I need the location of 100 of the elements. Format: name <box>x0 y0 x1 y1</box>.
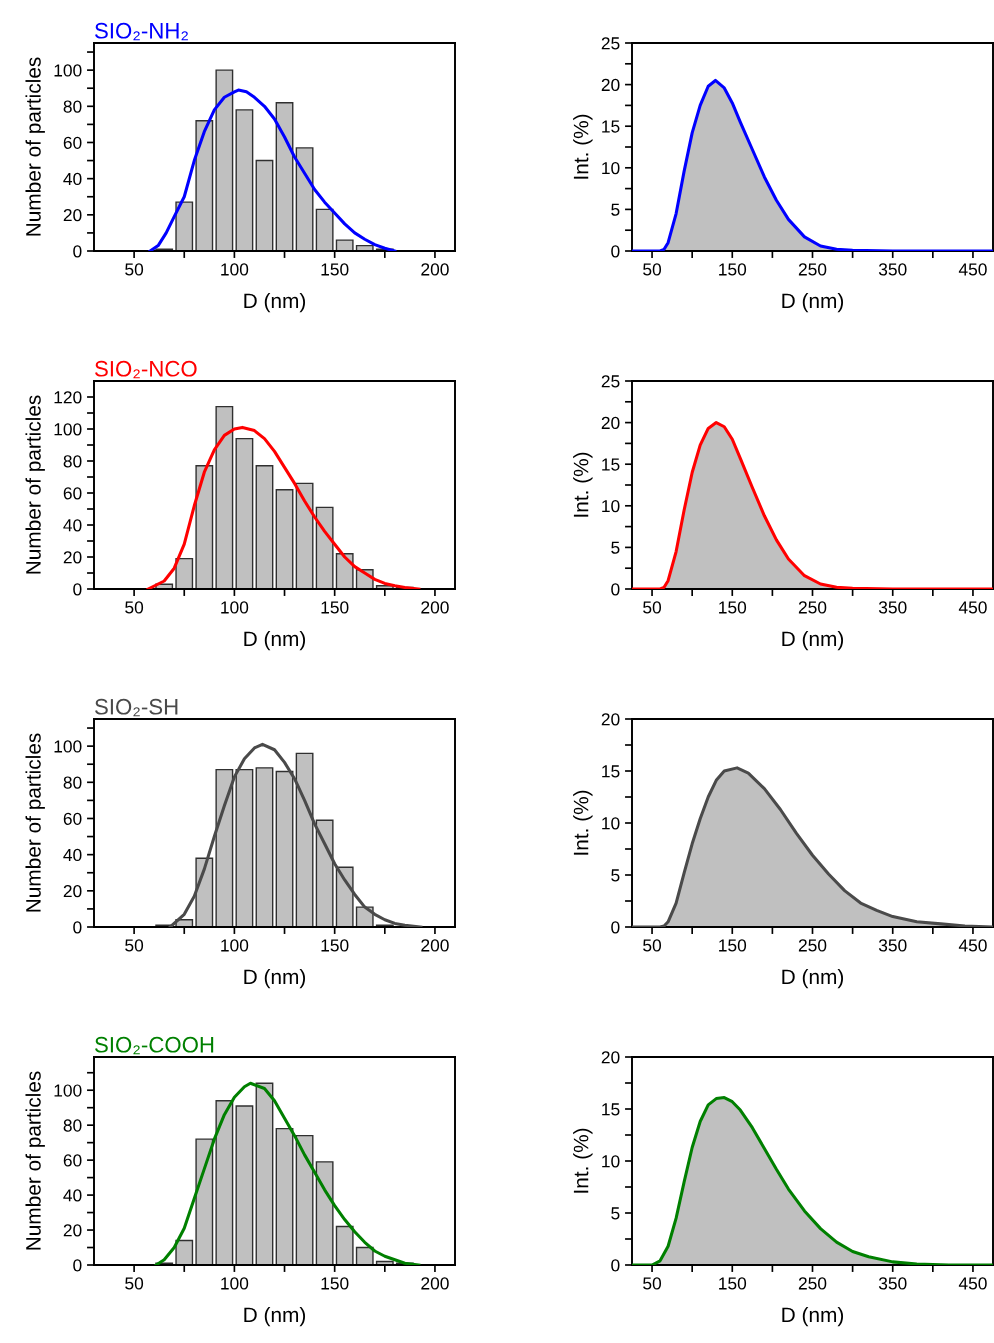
y-tick-label: 20 <box>63 208 82 222</box>
x-tick-label: 100 <box>221 601 249 614</box>
y-tick-label: 40 <box>63 172 82 186</box>
y-tick-label: 5 <box>611 541 620 554</box>
x-axis-title: D (nm) <box>244 630 306 651</box>
x-tick-label: 200 <box>421 1277 449 1290</box>
x-tick-label: 50 <box>125 1277 144 1290</box>
y-tick-label: 100 <box>54 740 82 753</box>
x-tick-label: 150 <box>719 263 747 276</box>
x-tick-label: 50 <box>643 601 662 614</box>
y-tick-label: 40 <box>63 1189 82 1202</box>
y-tick-label: 80 <box>63 776 82 789</box>
x-tick-label: 200 <box>421 601 449 614</box>
y-tick-label: 100 <box>54 423 82 436</box>
y-tick-label: 80 <box>63 455 82 468</box>
y-axis-title: Int. (%) <box>573 790 593 855</box>
x-tick-label: 350 <box>878 263 907 276</box>
x-tick-label: 50 <box>125 601 144 614</box>
y-axis-title: Int. (%) <box>573 114 593 179</box>
y-tick-label: 20 <box>601 1051 620 1064</box>
y-tick-label: 0 <box>73 921 82 934</box>
y-axis-title: Int. (%) <box>573 1128 593 1193</box>
x-tick-label: 450 <box>958 601 987 614</box>
y-tick-label: 20 <box>63 884 82 898</box>
y-axis-title: Number of particles <box>25 1071 45 1250</box>
y-tick-label: 10 <box>602 161 620 175</box>
x-tick-label: 350 <box>878 939 907 952</box>
x-tick-label: 250 <box>798 1277 827 1290</box>
y-tick-label: 120 <box>54 391 82 404</box>
y-tick-label: 60 <box>63 1154 82 1167</box>
x-tick-label: 150 <box>719 1277 747 1290</box>
y-tick-label: 80 <box>63 100 82 113</box>
y-axis-title: Number of particles <box>25 733 45 912</box>
x-tick-label: 350 <box>878 1277 907 1290</box>
x-tick-label: 50 <box>643 1277 662 1290</box>
y-tick-label: 5 <box>611 869 620 882</box>
x-tick-label: 250 <box>798 263 827 276</box>
x-tick-label: 150 <box>321 601 349 614</box>
y-tick-label: 0 <box>73 583 82 596</box>
x-tick-label: 250 <box>798 601 827 614</box>
y-tick-label: 0 <box>73 1259 82 1272</box>
y-tick-label: 5 <box>611 203 620 216</box>
x-axis-title: D (nm) <box>782 292 844 313</box>
x-axis-title: D (nm) <box>782 968 844 989</box>
x-tick-label: 50 <box>125 939 144 952</box>
y-tick-label: 60 <box>63 812 82 825</box>
y-tick-label: 0 <box>611 1259 620 1272</box>
y-tick-label: 0 <box>611 245 620 258</box>
x-tick-label: 250 <box>798 939 827 952</box>
x-axis-title: D (nm) <box>782 630 844 651</box>
y-tick-label: 15 <box>602 120 620 133</box>
x-tick-label: 150 <box>321 263 349 276</box>
y-tick-label: 20 <box>63 551 82 564</box>
y-tick-label: 40 <box>63 848 82 862</box>
x-tick-label: 150 <box>719 601 747 614</box>
y-tick-label: 0 <box>73 245 82 258</box>
y-tick-label: 25 <box>601 37 620 50</box>
x-tick-label: 200 <box>421 939 449 952</box>
y-tick-label: 10 <box>602 499 620 513</box>
y-tick-label: 0 <box>611 583 620 596</box>
x-tick-label: 450 <box>958 939 987 952</box>
x-tick-label: 350 <box>878 601 907 614</box>
chart-title: SIO₂-COOH <box>95 1036 214 1055</box>
x-axis-title: D (nm) <box>244 968 306 989</box>
x-axis-title: D (nm) <box>782 1306 844 1327</box>
y-tick-label: 10 <box>602 1155 620 1168</box>
x-tick-label: 200 <box>421 263 449 276</box>
y-tick-label: 15 <box>602 765 620 778</box>
x-tick-label: 50 <box>125 263 144 276</box>
y-tick-label: 5 <box>611 1207 620 1220</box>
y-tick-label: 60 <box>63 136 82 149</box>
x-tick-label: 50 <box>643 263 662 276</box>
x-tick-label: 100 <box>221 263 249 276</box>
y-axis-title: Number of particles <box>25 57 45 236</box>
y-tick-label: 60 <box>63 487 82 500</box>
y-tick-label: 80 <box>63 1119 82 1132</box>
y-axis-title: Number of particles <box>25 395 45 574</box>
chart-title: SIO₂-NCO <box>95 360 197 379</box>
x-tick-label: 450 <box>958 263 987 276</box>
y-tick-label: 40 <box>63 519 82 532</box>
x-axis-title: D (nm) <box>244 292 306 313</box>
x-axis-title: D (nm) <box>244 1306 306 1327</box>
x-tick-label: 150 <box>719 939 747 952</box>
y-tick-label: 20 <box>601 416 620 430</box>
y-tick-label: 20 <box>601 713 620 726</box>
chart-title: SIO₂-SH <box>95 698 178 717</box>
x-tick-label: 450 <box>958 1277 987 1290</box>
y-tick-label: 10 <box>602 817 620 830</box>
y-tick-label: 20 <box>63 1224 82 1237</box>
x-tick-label: 150 <box>321 939 349 952</box>
x-tick-label: 100 <box>221 1277 249 1290</box>
x-tick-label: 150 <box>321 1277 349 1290</box>
y-tick-label: 15 <box>602 1103 620 1116</box>
y-tick-label: 25 <box>601 375 620 388</box>
y-tick-label: 0 <box>611 921 620 934</box>
y-tick-label: 15 <box>602 458 620 471</box>
y-axis-title: Int. (%) <box>573 452 593 517</box>
x-tick-label: 50 <box>643 939 662 952</box>
x-tick-label: 100 <box>221 939 249 952</box>
chart-title: SIO₂-NH₂ <box>95 22 188 41</box>
